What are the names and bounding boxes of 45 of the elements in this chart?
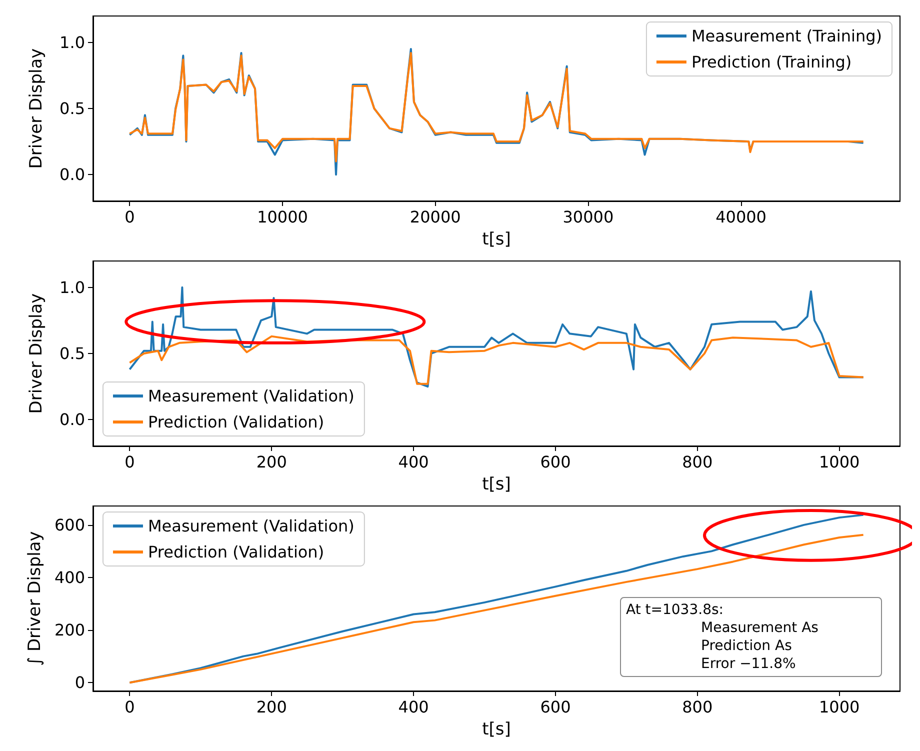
x-tick-label: 800	[682, 452, 713, 472]
x-tick-label: 600	[540, 452, 571, 472]
y-tick-label: 200	[54, 620, 85, 640]
annotation: Error −11.8%	[700, 655, 797, 673]
legend-label: Prediction (Training)	[691, 52, 852, 72]
legend-label: Prediction (Validation)	[148, 412, 324, 432]
x-tick-label: 200	[256, 698, 287, 716]
x-tick-label: 40000	[716, 208, 766, 226]
x-tick-label: 1000	[818, 698, 860, 716]
line-series	[128, 286, 864, 388]
x-tick-label: 30000	[562, 208, 614, 226]
x-tick-label: 0	[124, 452, 135, 472]
annotation: At t=1033.8s:	[626, 601, 724, 619]
y-tick-label: 600	[54, 515, 85, 534]
x-axis-title: t[s]	[482, 720, 511, 740]
y-tick-label: 0.5	[60, 344, 85, 363]
legend-label: Measurement (Training)	[691, 26, 882, 46]
y-tick-label: 0.0	[60, 410, 85, 430]
x-tick-label: 800	[682, 698, 713, 716]
y-tick-label: 0	[74, 673, 85, 692]
x-axis-title: t[s]	[482, 230, 511, 250]
x-tick-label: 400	[398, 698, 429, 716]
annotation: Measurement As	[700, 619, 820, 637]
x-tick-label: 0	[124, 208, 135, 226]
y-tick-label: 1.0	[60, 32, 85, 52]
line-series	[128, 335, 864, 385]
annotation: Prediction As	[700, 637, 793, 655]
y-tick-label: 400	[54, 568, 85, 587]
x-tick-label: 20000	[410, 208, 461, 226]
x-tick-label: 400	[398, 452, 429, 472]
legend-label: Measurement (Validation)	[148, 516, 354, 536]
y-axis-title: ∫ Driver Display	[25, 531, 46, 666]
legend-label: Measurement (Validation)	[148, 386, 354, 406]
y-tick-label: 0.0	[60, 165, 85, 184]
y-axis-title: Driver Display	[26, 293, 46, 414]
y-tick-label: 1.0	[60, 278, 85, 297]
x-axis-title: t[s]	[482, 474, 511, 494]
x-tick-label: 0	[124, 698, 135, 716]
legend-label: Prediction (Validation)	[148, 542, 324, 562]
y-axis-title: Driver Display	[26, 48, 46, 169]
x-tick-label: 1000	[818, 452, 860, 472]
y-tick-label: 0.5	[60, 99, 85, 118]
x-tick-label: 200	[256, 452, 287, 472]
x-tick-label: 600	[540, 698, 571, 716]
x-tick-label: 10000	[257, 208, 308, 226]
